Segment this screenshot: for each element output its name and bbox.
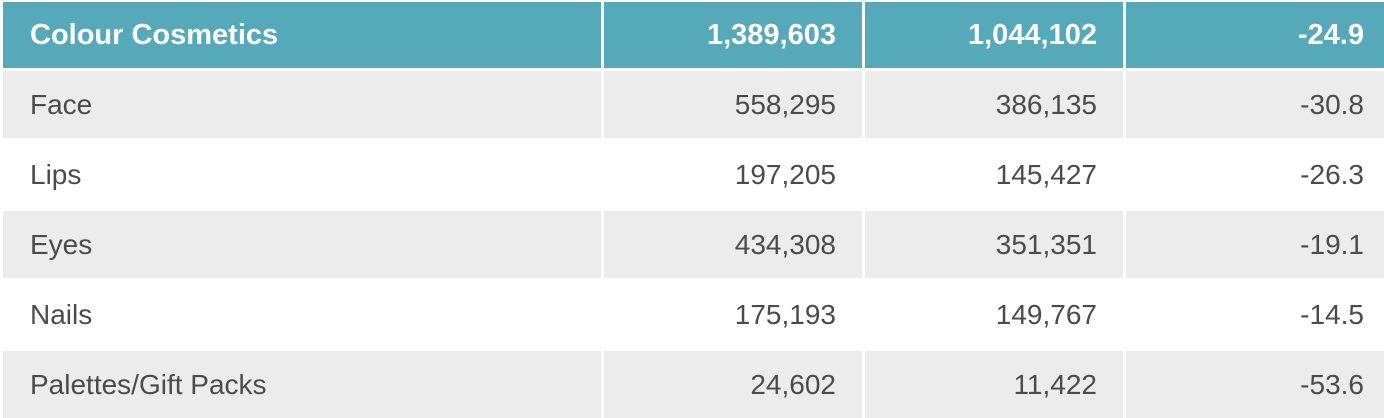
row-label-cell: Palettes/Gift Packs: [3, 351, 601, 418]
row-value-1-cell: 175,193: [604, 281, 862, 348]
row-label-cell: Face: [3, 71, 601, 138]
row-value-1-cell: 434,308: [604, 211, 862, 278]
row-value-2-cell: 386,135: [865, 71, 1123, 138]
row-value-2-cell: 145,427: [865, 141, 1123, 208]
row-value-2-cell: 351,351: [865, 211, 1123, 278]
header-category-cell: Colour Cosmetics: [3, 2, 601, 68]
row-label-cell: Nails: [3, 281, 601, 348]
row-change-cell: -19.1: [1126, 211, 1384, 278]
row-change-cell: -14.5: [1126, 281, 1384, 348]
row-value-1-cell: 558,295: [604, 71, 862, 138]
row-change-cell: -30.8: [1126, 71, 1384, 138]
row-value-1-cell: 197,205: [604, 141, 862, 208]
row-change-cell: -26.3: [1126, 141, 1384, 208]
row-value-2-cell: 149,767: [865, 281, 1123, 348]
header-change-cell: -24.9: [1126, 2, 1384, 68]
header-value-1-cell: 1,389,603: [604, 2, 862, 68]
header-value-2-cell: 1,044,102: [865, 2, 1123, 68]
row-label-cell: Eyes: [3, 211, 601, 278]
row-label-cell: Lips: [3, 141, 601, 208]
row-change-cell: -53.6: [1126, 351, 1384, 418]
row-value-1-cell: 24,602: [604, 351, 862, 418]
row-value-2-cell: 11,422: [865, 351, 1123, 418]
